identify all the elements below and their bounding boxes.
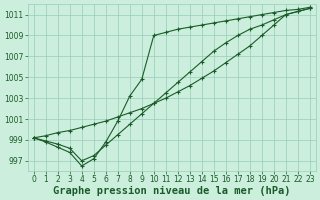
X-axis label: Graphe pression niveau de la mer (hPa): Graphe pression niveau de la mer (hPa)	[53, 186, 291, 196]
